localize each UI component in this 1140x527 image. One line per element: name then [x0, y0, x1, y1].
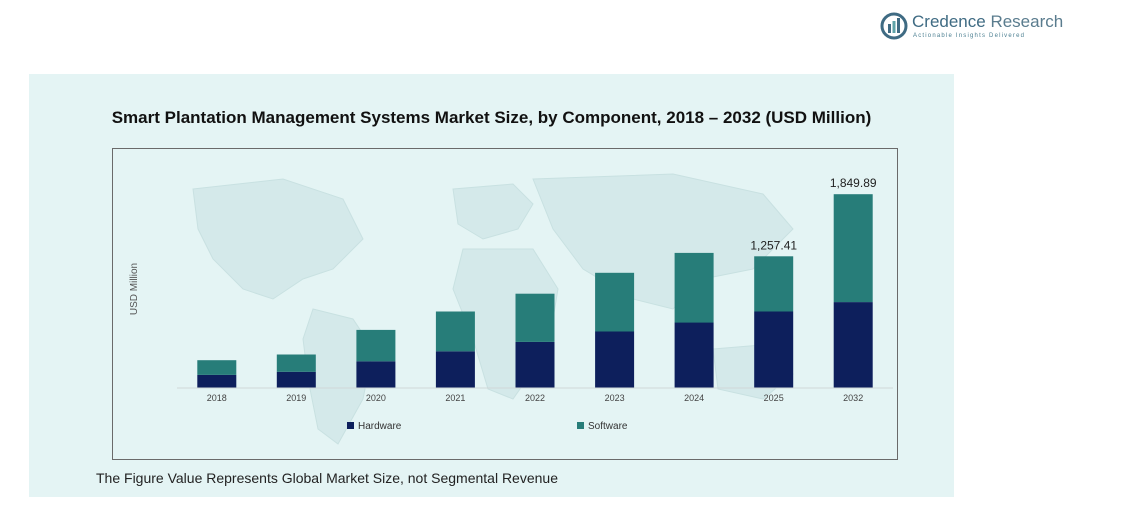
chart-frame: 2018 2019 2020 2021 2022 2023 2024 2025 2032 1,2…: [112, 148, 898, 460]
x-tick-label-2023: 2023: [605, 393, 625, 403]
bars-layer: [197, 194, 873, 388]
bar-hardware-2021: [435, 351, 475, 388]
brand-name-part1: Credence: [912, 12, 986, 31]
bar-software-2032: [833, 194, 873, 303]
legend-swatch-hardware: [347, 422, 354, 429]
bar-software-2025: [754, 256, 794, 312]
footnote: The Figure Value Represents Global Marke…: [96, 470, 558, 486]
bar-hardware-2024: [674, 322, 714, 388]
bar-hardware-2018: [197, 374, 237, 388]
bar-hardware-2023: [595, 331, 635, 388]
brand-tagline: Actionable Insights Delivered: [913, 33, 1026, 39]
total-label-2025: 1,257.41: [750, 238, 797, 252]
legend: Hardware Software: [347, 421, 628, 432]
bar-software-2020: [356, 329, 396, 362]
x-tick-label-2024: 2024: [684, 393, 704, 403]
bar-hardware-2019: [276, 371, 316, 388]
x-tick-label-2019: 2019: [286, 393, 306, 403]
chart-svg: 2018 2019 2020 2021 2022 2023 2024 2025 2032 1,2…: [129, 173, 893, 445]
bar-software-2018: [197, 360, 237, 375]
bar-hardware-2025: [754, 311, 794, 388]
bar-software-2022: [515, 293, 555, 342]
x-tick-label-2022: 2022: [525, 393, 545, 403]
total-label-2032: 1,849.89: [830, 176, 877, 190]
bar-software-2024: [674, 252, 714, 323]
legend-swatch-software: [577, 422, 584, 429]
x-tick-label-2021: 2021: [445, 393, 465, 403]
brand-name: Credence Research: [912, 12, 1063, 32]
bar-software-2019: [276, 354, 316, 372]
chart-title: Smart Plantation Management Systems Mark…: [111, 108, 872, 127]
chart-panel: Smart Plantation Management Systems Mark…: [29, 74, 954, 497]
total-labels: 1,257.41 1,849.89: [750, 176, 877, 252]
x-tick-label-2018: 2018: [207, 393, 227, 403]
x-tick-label-2025: 2025: [764, 393, 784, 403]
brand-logo: Credence Research Actionable Insights De…: [880, 10, 1070, 44]
legend-label-hardware: Hardware: [358, 421, 402, 432]
y-axis-label: USD Million: [129, 263, 140, 315]
x-tick-labels: 2018 2019 2020 2021 2022 2023 2024 2025 2032: [207, 393, 863, 403]
bar-software-2023: [595, 272, 635, 332]
bar-hardware-2020: [356, 361, 396, 388]
bar-hardware-2022: [515, 341, 555, 388]
credence-research-logo-icon: [880, 12, 908, 40]
x-tick-label-2032: 2032: [843, 393, 863, 403]
legend-label-software: Software: [588, 421, 628, 432]
bar-hardware-2032: [833, 302, 873, 388]
brand-name-part2: Research: [985, 12, 1064, 31]
bar-software-2021: [435, 311, 475, 352]
x-tick-label-2020: 2020: [366, 393, 386, 403]
